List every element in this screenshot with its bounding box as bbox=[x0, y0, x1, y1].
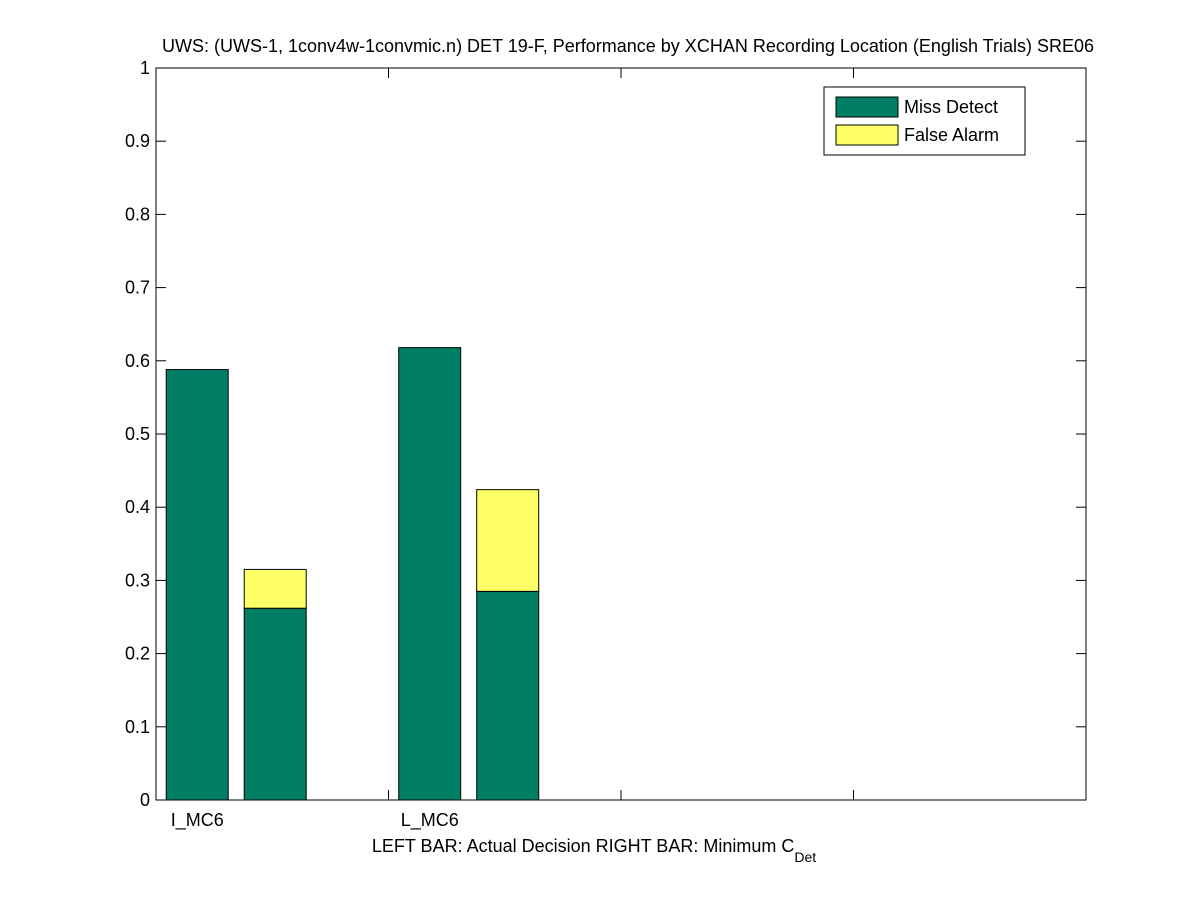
miss-detect-bar-minimum bbox=[243, 607, 307, 801]
y-tick-label: 0.6 bbox=[125, 351, 150, 371]
legend: Miss Detect False Alarm bbox=[823, 86, 1026, 156]
axis-ticks: 0 0.1 0.2 0.3 0.4 0.5 0.6 0.7 0.8 0.9 1 bbox=[125, 58, 1086, 810]
x-axis-label-main: LEFT BAR: Actual Decision RIGHT BAR: Min… bbox=[372, 836, 794, 856]
legend-swatch bbox=[835, 96, 899, 118]
x-category-label: L_MC6 bbox=[401, 810, 459, 831]
chart-title: UWS: (UWS-1, 1conv4w-1convmic.n) DET 19-… bbox=[162, 36, 1094, 56]
y-tick-label: 0 bbox=[140, 790, 150, 810]
y-tick-label: 0.5 bbox=[125, 424, 150, 444]
legend-label: False Alarm bbox=[904, 125, 999, 145]
bars bbox=[165, 347, 540, 801]
x-axis-label-subscript: Det bbox=[794, 849, 816, 865]
legend-label: Miss Detect bbox=[904, 97, 998, 117]
y-tick-label: 0.2 bbox=[125, 644, 150, 664]
y-tick-label: 0.1 bbox=[125, 717, 150, 737]
y-tick-label: 0.4 bbox=[125, 497, 150, 517]
y-tick-label: 0.7 bbox=[125, 278, 150, 298]
x-category-label: I_MC6 bbox=[171, 810, 224, 831]
x-category-labels: I_MC6 L_MC6 bbox=[171, 810, 459, 831]
false-alarm-bar-minimum bbox=[476, 489, 540, 592]
miss-detect-bar-actual bbox=[165, 369, 229, 801]
y-tick-label: 1 bbox=[140, 58, 150, 78]
y-tick-label: 0.8 bbox=[125, 204, 150, 224]
y-tick-label: 0.3 bbox=[125, 570, 150, 590]
miss-detect-bar-actual bbox=[398, 347, 462, 801]
miss-detect-bar-minimum bbox=[476, 590, 540, 801]
false-alarm-bar-minimum bbox=[243, 568, 307, 609]
x-axis-label: LEFT BAR: Actual Decision RIGHT BAR: Min… bbox=[372, 836, 816, 865]
legend-swatch bbox=[835, 124, 899, 146]
plot-frame bbox=[155, 67, 1087, 801]
plot-area bbox=[155, 67, 1087, 801]
y-tick-label: 0.9 bbox=[125, 131, 150, 151]
